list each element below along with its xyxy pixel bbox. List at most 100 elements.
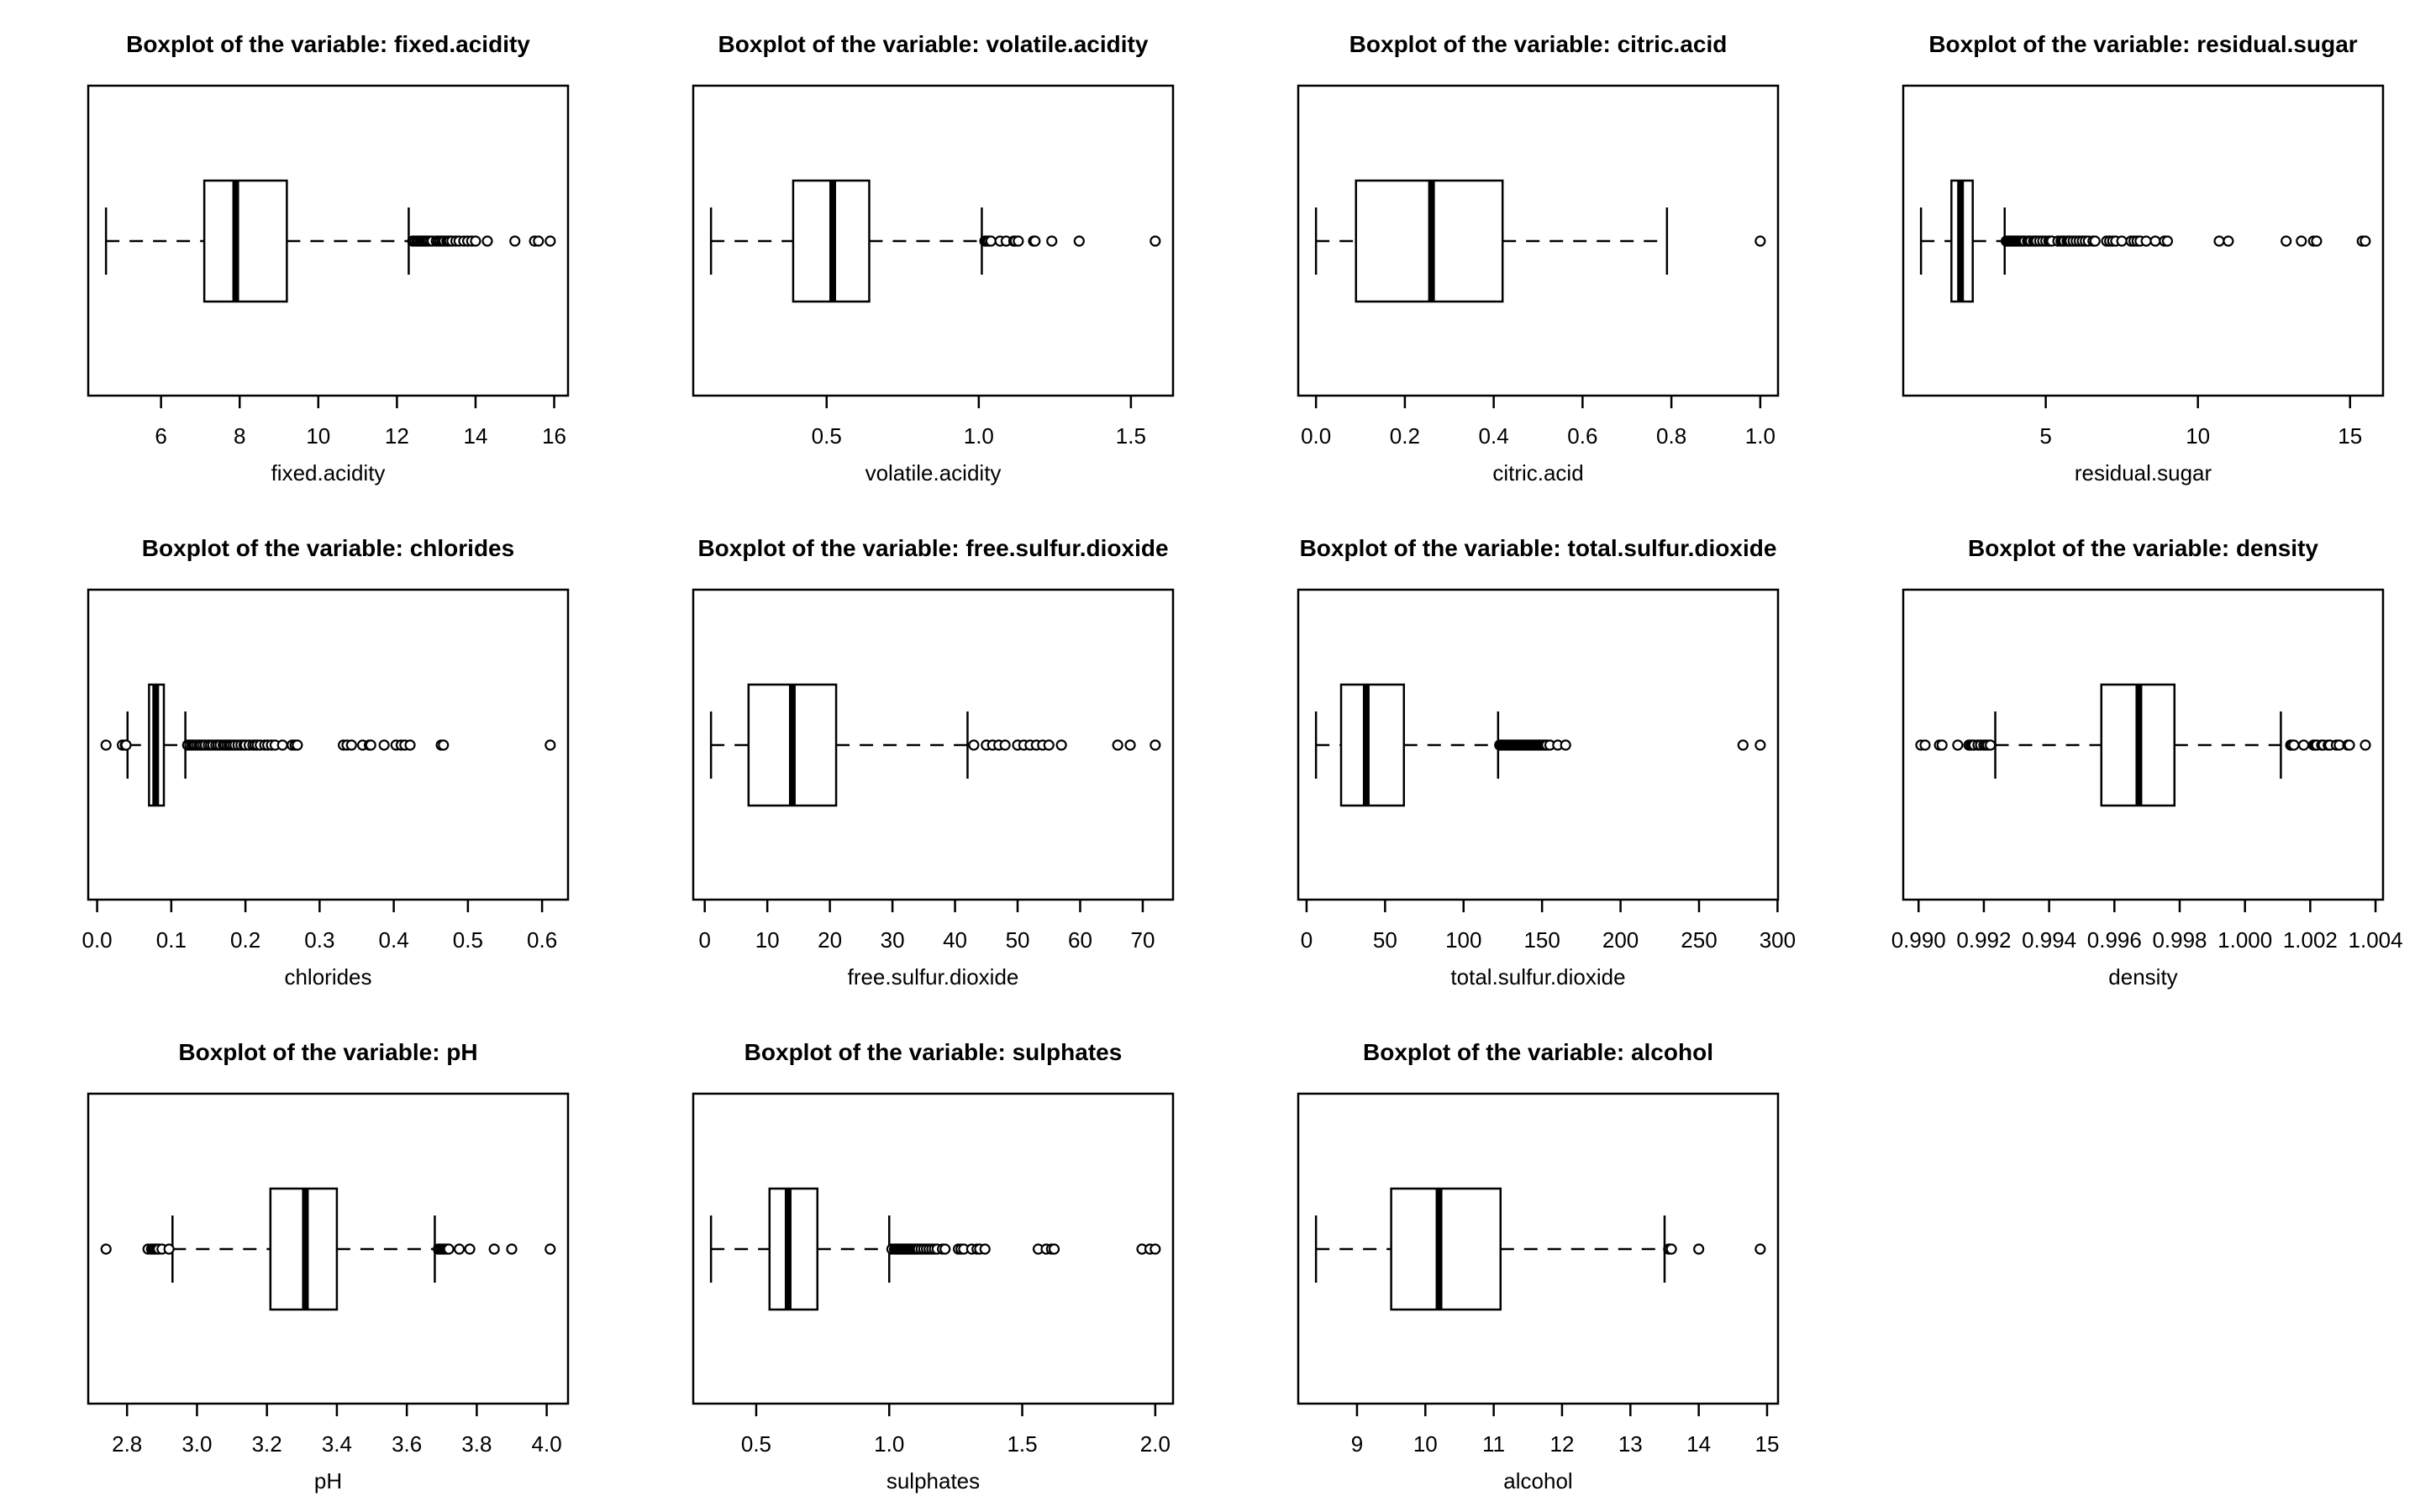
tick-label: 1.5: [1116, 423, 1146, 449]
tick-label: 0.4: [379, 927, 409, 953]
tick-label: 10: [755, 927, 780, 953]
outlier-point: [1693, 1243, 1705, 1255]
tick-label: 0.4: [1479, 423, 1509, 449]
tick-label: 2.8: [112, 1431, 142, 1457]
outlier-point: [968, 739, 980, 751]
panel-cell-volatile.acidity: 0.5 1.0 1.5 Boxplot of the variable: volati…: [605, 0, 1210, 504]
tick-label: 200: [1602, 927, 1639, 953]
boxplot-panel-volatile.acidity: 0.5 1.0 1.5 Boxplot of the variable: volati…: [692, 31, 1175, 486]
plot-border: [1297, 588, 1780, 901]
tick-label: 0.2: [1390, 423, 1420, 449]
tick-label: 250: [1681, 927, 1717, 953]
tick-label: 0.1: [156, 927, 187, 953]
tick-label: 0.5: [812, 423, 842, 449]
tick-label: 15: [2338, 423, 2362, 449]
outlier-point: [2116, 235, 2128, 247]
tick-label: 14: [1686, 1431, 1711, 1457]
outlier-point: [1985, 739, 1996, 751]
tick-label: 0.6: [1567, 423, 1597, 449]
outlier-point: [1112, 739, 1123, 751]
outlier-point: [2161, 235, 2174, 247]
plot-border: [1297, 84, 1780, 397]
x-axis-label: fixed.acidity: [271, 460, 386, 486]
x-axis-label: density: [2108, 964, 2177, 990]
tick-label: 0.998: [2152, 927, 2207, 953]
tick-label: 0.992: [1956, 927, 2011, 953]
plot-border: [87, 84, 570, 397]
boxplot-panel-total.sulfur.dioxide: 0 50 100 150 200 250 300 Boxplot of the variabl…: [1297, 535, 1796, 990]
iqr-box: [1339, 683, 1406, 807]
tick-label: 30: [881, 927, 905, 953]
boxplot-panel-sulphates: 0.5 1.0 1.5 2.0 Boxplot of the variable: sul…: [692, 1039, 1175, 1494]
panel-cell-sulphates: 0.5 1.0 1.5 2.0 Boxplot of the variable: sul…: [605, 1008, 1210, 1512]
tick-label: 0.994: [2022, 927, 2076, 953]
outlier-point: [1560, 739, 1571, 751]
tick-label: 0.6: [527, 927, 557, 953]
panel-title: Boxplot of the variable: chlorides: [142, 535, 514, 561]
plot-border: [87, 588, 570, 901]
boxplot-panel-fixed.acidity: 6 8 10 12 14 16 Boxplot of the variable: fixed…: [87, 31, 570, 486]
x-axis-label: alcohol: [1503, 1468, 1572, 1494]
tick-label: 10: [2186, 423, 2210, 449]
outlier-point: [1665, 1243, 1677, 1255]
outlier-point: [1029, 235, 1041, 247]
tick-label: 13: [1618, 1431, 1643, 1457]
outlier-point: [345, 739, 357, 751]
tick-label: 3.2: [252, 1431, 282, 1457]
outlier-point: [438, 739, 450, 751]
x-axis-label: total.sulfur.dioxide: [1450, 964, 1625, 990]
empty-cell: [1815, 1008, 2420, 1512]
panel-cell-alcohol: 9 10 11 12 13 14 15 Boxplot of the variable: al…: [1210, 1008, 1815, 1512]
plot-border: [1902, 588, 2385, 901]
outlier-point: [544, 1243, 556, 1255]
tick-label: 10: [1413, 1431, 1438, 1457]
tick-label: 9: [1351, 1431, 1363, 1457]
panel-cell-residual.sugar: 5 10 15 Boxplot of the variable: residual.s…: [1815, 0, 2420, 504]
outlier-point: [1124, 739, 1136, 751]
tick-label: 50: [1006, 927, 1030, 953]
outlier-point: [453, 1243, 466, 1255]
tick-label: 2.0: [1140, 1431, 1171, 1457]
outlier-point: [1754, 1243, 1766, 1255]
outlier-point: [2281, 235, 2292, 247]
tick-label: 0.0: [82, 927, 113, 953]
outlier-point: [2298, 739, 2310, 751]
outlier-point: [1055, 739, 1067, 751]
tick-label: 40: [943, 927, 967, 953]
outlier-point: [2223, 235, 2234, 247]
tick-label: 12: [385, 423, 409, 449]
outlier-point: [2089, 235, 2101, 247]
tick-label: 0: [698, 927, 710, 953]
tick-label: 5: [2039, 423, 2051, 449]
outlier-point: [292, 739, 303, 751]
x-axis-label: chlorides: [284, 964, 371, 990]
tick-label: 8: [234, 423, 245, 449]
tick-label: 14: [463, 423, 487, 449]
panel-cell-free.sulfur.dioxide: 0 10 20 30 40 50 60 70 Boxplot of the variable: …: [605, 504, 1210, 1008]
outlier-point: [979, 1243, 991, 1255]
iqr-box: [1390, 1187, 1502, 1311]
panel-cell-total.sulfur.dioxide: 0 50 100 150 200 250 300 Boxplot of the variabl…: [1210, 504, 1815, 1008]
tick-label: 0.8: [1656, 423, 1686, 449]
panel-title: Boxplot of the variable: volatile.acidit…: [718, 31, 1149, 57]
boxplot-panel-residual.sugar: 5 10 15 Boxplot of the variable: residual.s…: [1902, 31, 2385, 486]
outlier-point: [939, 1243, 951, 1255]
iqr-box: [203, 179, 288, 303]
tick-label: 300: [1760, 927, 1796, 953]
panel-title: Boxplot of the variable: alcohol: [1363, 1039, 1713, 1065]
panel-cell-pH: 2.8 3.0 3.2 3.4 3.6 3.8 4.0 Boxplot of the vari…: [0, 1008, 605, 1512]
outlier-point: [1048, 1243, 1060, 1255]
tick-label: 0.2: [230, 927, 260, 953]
outlier-point: [544, 235, 556, 247]
tick-label: 100: [1445, 927, 1481, 953]
outlier-point: [2311, 235, 2323, 247]
panel-cell-fixed.acidity: 6 8 10 12 14 16 Boxplot of the variable: fixed…: [0, 0, 605, 504]
x-axis-label: citric.acid: [1492, 460, 1583, 486]
tick-label: 70: [1130, 927, 1155, 953]
tick-label: 20: [818, 927, 842, 953]
tick-label: 60: [1068, 927, 1092, 953]
tick-label: 15: [1755, 1431, 1780, 1457]
boxplot-panel-alcohol: 9 10 11 12 13 14 15 Boxplot of the variable: al…: [1297, 1039, 1780, 1494]
outlier-point: [464, 1243, 476, 1255]
outlier-point: [2344, 739, 2355, 751]
